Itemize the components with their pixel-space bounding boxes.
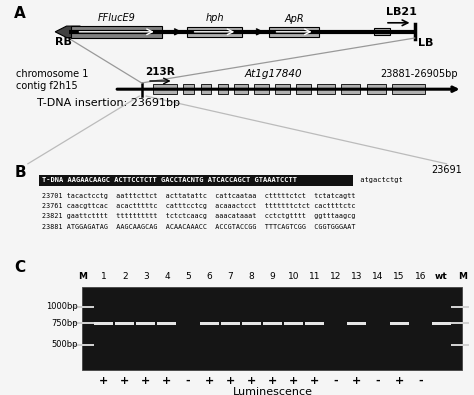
Text: 9: 9 [270, 272, 275, 281]
Bar [347, 322, 366, 325]
Text: 23691: 23691 [432, 165, 463, 175]
Text: 2: 2 [122, 272, 128, 281]
Text: +: + [162, 376, 172, 386]
Text: +: + [99, 376, 108, 386]
Bar [451, 344, 474, 346]
Text: atgactctgt: atgactctgt [356, 177, 402, 183]
Text: FFlucE9: FFlucE9 [98, 13, 136, 23]
Bar [153, 85, 177, 94]
Text: 1000bp: 1000bp [46, 303, 78, 312]
Text: 23821 gaattctttt  tttttttttt  tctctcaacg  aaacataaat  cctctgtttt  ggtttaagcg: 23821 gaattctttt tttttttttt tctctcaacg a… [42, 213, 355, 220]
Text: -: - [186, 376, 191, 386]
Polygon shape [55, 26, 80, 38]
Text: +: + [141, 376, 150, 386]
Bar [275, 85, 290, 94]
Text: 5: 5 [185, 272, 191, 281]
Text: B: B [14, 165, 26, 180]
Text: 8: 8 [248, 272, 254, 281]
Bar [82, 287, 463, 370]
Text: -: - [376, 376, 380, 386]
Text: 12: 12 [330, 272, 341, 281]
Text: hph: hph [205, 13, 224, 23]
Text: -: - [418, 376, 422, 386]
Bar [94, 322, 113, 325]
Bar [296, 85, 311, 94]
Text: A: A [14, 6, 26, 21]
Text: wt: wt [435, 272, 448, 281]
Text: chromosome 1
contig f2h15: chromosome 1 contig f2h15 [17, 69, 89, 91]
Text: 23881 ATGGAGATAG  AAGCAAGCAG  ACAACAAACC  ACCGTACCGG  TTTCAGTCGG  CGGTGGGAAT: 23881 ATGGAGATAG AAGCAAGCAG ACAACAAACC A… [42, 224, 355, 230]
Text: C: C [14, 260, 25, 275]
Bar [451, 322, 474, 324]
Text: M: M [78, 272, 87, 281]
Bar [201, 85, 211, 94]
Text: +: + [120, 376, 129, 386]
Bar [263, 322, 282, 325]
Text: 23701 tacactcctg  aatttcttct  acttatattc  cattcaataa  ctttttctct  tctatcagtt: 23701 tacactcctg aatttcttct acttatattc c… [42, 193, 355, 199]
Text: 11: 11 [309, 272, 320, 281]
Text: 3: 3 [143, 272, 149, 281]
Text: 10: 10 [288, 272, 299, 281]
Bar [269, 27, 319, 37]
Bar [183, 85, 193, 94]
Text: 13: 13 [351, 272, 363, 281]
Bar [390, 322, 409, 325]
Text: LB: LB [418, 38, 433, 48]
Bar [39, 175, 353, 186]
Bar [392, 85, 425, 94]
Bar [341, 85, 360, 94]
Text: 4: 4 [164, 272, 170, 281]
Text: +: + [247, 376, 256, 386]
Text: Luminescence: Luminescence [232, 387, 312, 395]
Bar [317, 85, 335, 94]
Text: 6: 6 [206, 272, 212, 281]
Bar [305, 322, 324, 325]
Bar [71, 306, 94, 308]
Text: LB21: LB21 [385, 8, 417, 17]
Text: +: + [310, 376, 319, 386]
Text: +: + [394, 376, 404, 386]
Bar [157, 322, 176, 325]
Bar [242, 322, 261, 325]
Bar [71, 26, 162, 38]
Text: 750bp: 750bp [51, 319, 78, 328]
Bar [432, 322, 451, 325]
Bar [187, 27, 242, 37]
Bar [115, 322, 134, 325]
Bar [255, 85, 269, 94]
Bar [221, 322, 240, 325]
Bar [284, 322, 303, 325]
Bar [374, 28, 390, 36]
Text: 23881-26905bp: 23881-26905bp [381, 69, 458, 79]
Bar [367, 85, 386, 94]
Text: 16: 16 [414, 272, 426, 281]
Text: 1: 1 [100, 272, 107, 281]
Text: +: + [226, 376, 235, 386]
Text: T-DNA AAGAACAAGC ACTTCCTCTT GACCTACNTG ATCACCAGCT GTAAATCCTT: T-DNA AAGAACAAGC ACTTCCTCTT GACCTACNTG A… [42, 177, 297, 183]
Text: ApR: ApR [284, 14, 304, 24]
Text: -: - [334, 376, 338, 386]
Text: RB: RB [55, 37, 72, 47]
Text: 23761 caacgttcac  acactttttc  catttcctcg  acaaactcct  tttttttctct cacttttctc: 23761 caacgttcac acactttttc catttcctcg a… [42, 203, 355, 209]
Bar [218, 85, 228, 94]
Text: 14: 14 [372, 272, 383, 281]
Bar [200, 322, 219, 325]
Text: 213R: 213R [145, 67, 175, 77]
Bar [235, 85, 248, 94]
Text: 15: 15 [393, 272, 405, 281]
Text: At1g17840: At1g17840 [245, 69, 302, 79]
Text: 500bp: 500bp [51, 340, 78, 349]
Text: +: + [268, 376, 277, 386]
Bar [71, 344, 94, 346]
Text: T-DNA insertion: 23691bp: T-DNA insertion: 23691bp [37, 98, 180, 108]
Text: +: + [204, 376, 214, 386]
Text: +: + [352, 376, 362, 386]
Bar [451, 306, 474, 308]
Text: 7: 7 [228, 272, 233, 281]
Text: M: M [458, 272, 467, 281]
Text: +: + [289, 376, 298, 386]
Bar [71, 322, 94, 324]
Bar [136, 322, 155, 325]
